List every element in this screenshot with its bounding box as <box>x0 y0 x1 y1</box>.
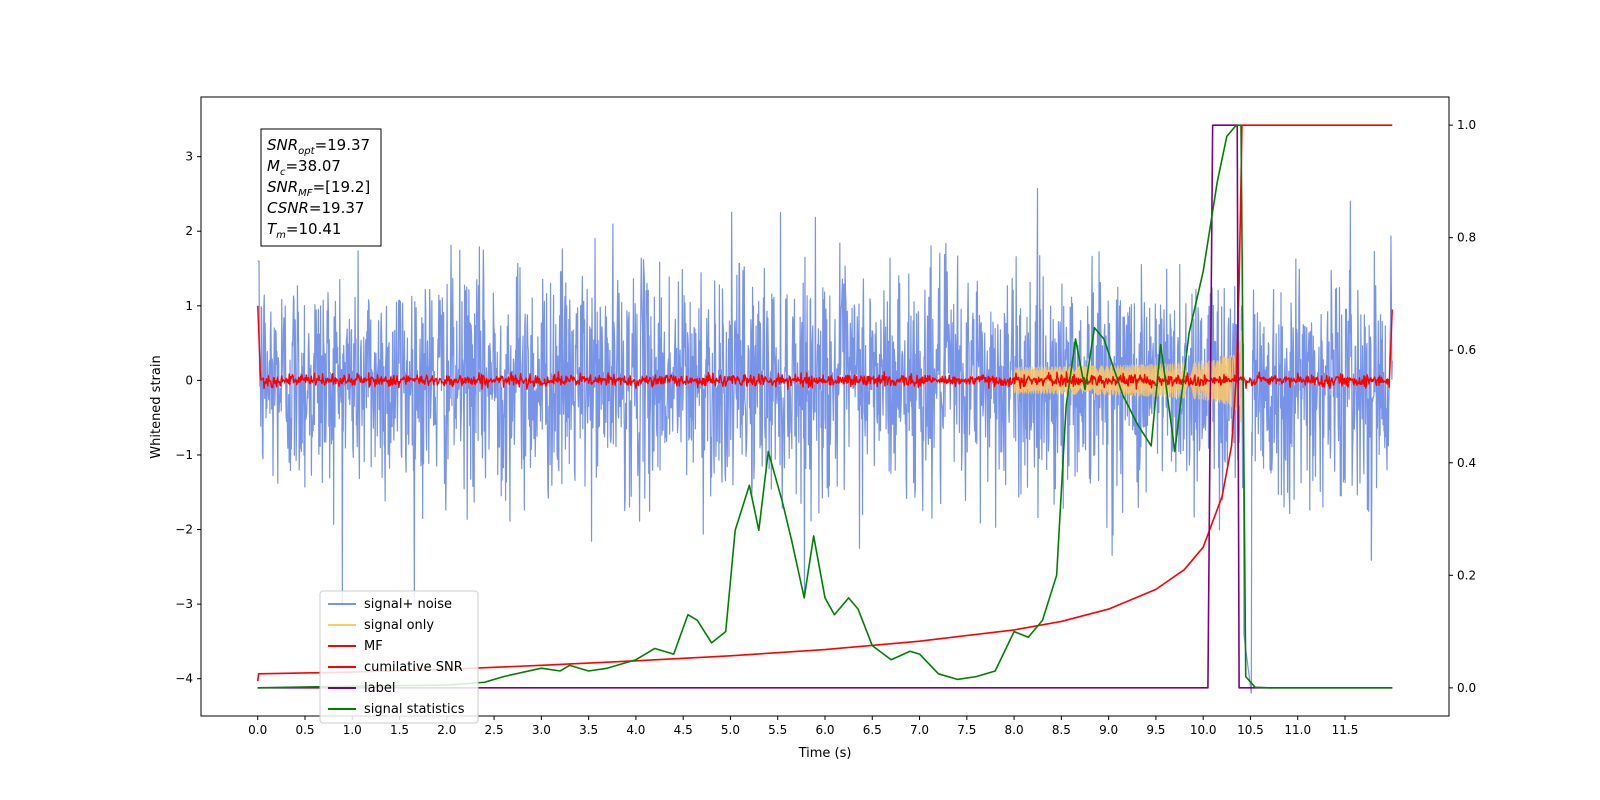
legend-label: cumilative SNR <box>364 660 463 675</box>
annotation-line: SNRopt=19.37 <box>267 136 370 157</box>
legend-label: label <box>364 681 395 696</box>
annotation-symbol: M <box>267 157 280 175</box>
x-tick-label: 11.5 <box>1332 723 1359 737</box>
x-tick-label: 5.0 <box>721 723 740 737</box>
annotation-value: =38.07 <box>285 157 341 175</box>
x-tick-label: 7.5 <box>957 723 976 737</box>
x-tick-label: 9.0 <box>1099 723 1118 737</box>
series-mf <box>257 305 1393 391</box>
y2-tick-label: 0.2 <box>1457 568 1476 582</box>
y-tick-label: −3 <box>175 597 193 611</box>
annotation-line: Mc=38.07 <box>267 157 341 178</box>
x-tick-label: 8.0 <box>1005 723 1024 737</box>
annotation-value: =19.37 <box>309 199 365 217</box>
annotation-box: SNRopt=19.37Mc=38.07SNRMF=[19.2]CSNR=19.… <box>260 128 382 247</box>
x-tick-label: 1.5 <box>390 723 409 737</box>
annotation-value: =19.37 <box>315 136 371 154</box>
x-tick-label: 0.5 <box>295 723 314 737</box>
x-tick-label: 10.0 <box>1190 723 1217 737</box>
legend-label: signal only <box>364 618 434 633</box>
annotation-line: SNRMF=[19.2] <box>267 178 370 199</box>
annotation-symbol: T <box>267 220 278 238</box>
annotation-symbol: CSNR <box>267 199 309 217</box>
y2-tick-label: 0.6 <box>1457 343 1476 357</box>
x-tick-label: 1.0 <box>343 723 362 737</box>
annotation-line: Tm=10.41 <box>267 220 341 241</box>
annotation-subscript: m <box>276 230 286 241</box>
y2-tick-label: 1.0 <box>1457 118 1476 132</box>
legend-label: MF <box>364 639 383 654</box>
x-tick-label: 6.0 <box>815 723 834 737</box>
y-tick-label: −4 <box>175 672 193 686</box>
legend-label: signal statistics <box>364 702 465 717</box>
y-tick-label: 0 <box>185 373 193 387</box>
y-tick-label: −1 <box>175 448 193 462</box>
series-signal-only <box>1013 330 1243 423</box>
annotation-subscript: opt <box>298 146 315 157</box>
legend: signal+ noise signal only MF cumilative SNR… <box>319 590 479 724</box>
x-tick-label: 2.0 <box>437 723 456 737</box>
legend-label: signal+ noise <box>364 597 452 612</box>
x-tick-label: 3.0 <box>532 723 551 737</box>
y-axis-label: Whitened strain <box>149 355 164 458</box>
plot-area <box>256 124 1393 694</box>
x-tick-label: 8.5 <box>1052 723 1071 737</box>
x-tick-label: 7.0 <box>910 723 929 737</box>
series-signal-statistics <box>257 124 1393 689</box>
annotation-subscript: c <box>280 167 286 178</box>
y-tick-label: 3 <box>185 150 193 164</box>
series-cumilative-snr <box>256 124 1393 682</box>
x-tick-label: 2.5 <box>485 723 504 737</box>
annotation-subscript: MF <box>298 188 313 199</box>
x-tick-label: 10.5 <box>1237 723 1264 737</box>
y2-tick-label: 0.4 <box>1457 456 1476 470</box>
x-tick-label: 0.0 <box>248 723 267 737</box>
x-tick-label: 11.0 <box>1284 723 1311 737</box>
x-tick-label: 4.5 <box>674 723 693 737</box>
x-tick-label: 9.5 <box>1146 723 1165 737</box>
x-tick-label: 4.0 <box>626 723 645 737</box>
annotation-frame <box>260 128 382 247</box>
annotation-value: =[19.2] <box>313 178 371 196</box>
y-tick-label: −2 <box>175 523 193 537</box>
annotation-symbol: SNR <box>267 136 298 154</box>
secondary-y-axis: 0.0 0.2 0.4 0.6 0.8 1.0 <box>1449 118 1476 695</box>
annotation-value: =10.41 <box>286 220 342 238</box>
x-axis: 0.0 0.5 1.0 1.5 2.0 2.5 3.0 3.5 4.0 4.5 5.0 5.5 6.0 6… <box>248 716 1358 737</box>
y2-tick-label: 0.0 <box>1457 681 1476 695</box>
x-tick-label: 3.5 <box>579 723 598 737</box>
series-signal-plus-noise <box>257 187 1393 694</box>
y-tick-label: 1 <box>185 299 193 313</box>
y-tick-label: 2 <box>185 224 193 238</box>
legend-frame <box>319 590 479 724</box>
annotation-symbol: SNR <box>267 178 298 196</box>
x-tick-label: 5.5 <box>768 723 787 737</box>
y2-tick-label: 0.8 <box>1457 231 1476 245</box>
x-axis-label: Time (s) <box>798 746 852 761</box>
y-axis: −4 −3 −2 −1 0 1 2 3 <box>175 150 201 686</box>
annotation-line: CSNR=19.37 <box>267 199 364 217</box>
x-tick-label: 6.5 <box>863 723 882 737</box>
